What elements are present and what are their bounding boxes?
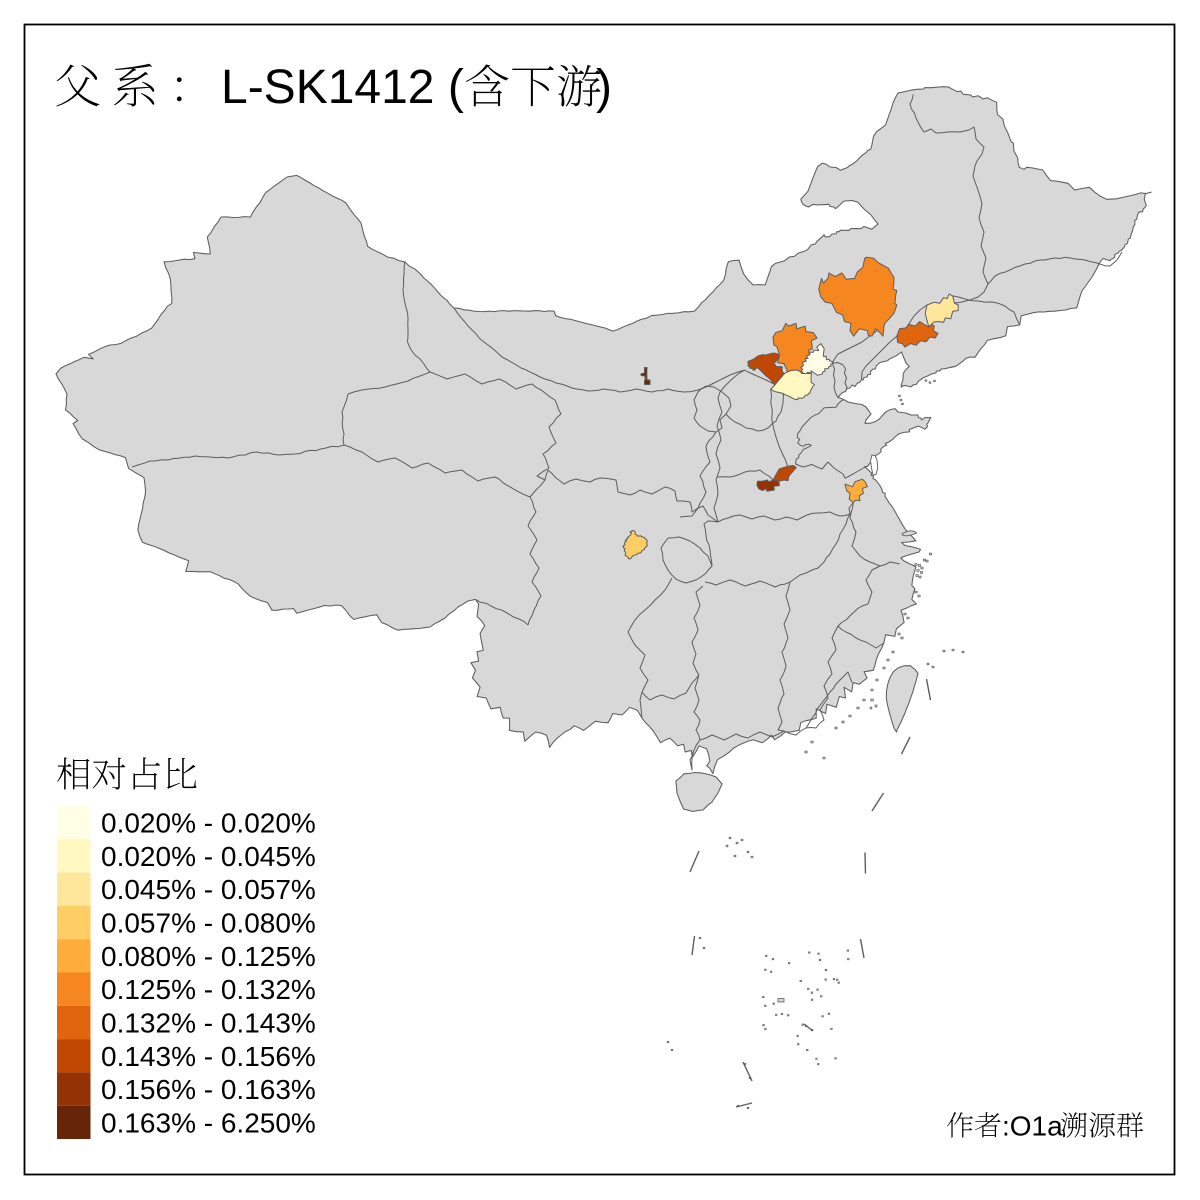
svg-text::O1a: :O1a xyxy=(1002,1111,1063,1142)
svg-text:0.156% - 0.163%: 0.156% - 0.163% xyxy=(101,1074,316,1105)
svg-text:0.045% - 0.057%: 0.045% - 0.057% xyxy=(101,874,316,905)
svg-text:0.125% - 0.132%: 0.125% - 0.132% xyxy=(101,974,316,1005)
svg-text:0.080% - 0.125%: 0.080% - 0.125% xyxy=(101,941,316,972)
svg-text:): ) xyxy=(596,61,612,114)
svg-text:0.020% - 0.020%: 0.020% - 0.020% xyxy=(101,808,316,839)
svg-text:0.143% - 0.156%: 0.143% - 0.156% xyxy=(101,1041,316,1072)
svg-text:0.132% - 0.143%: 0.132% - 0.143% xyxy=(101,1007,316,1038)
svg-text:0.163% - 6.250%: 0.163% - 6.250% xyxy=(101,1107,316,1138)
svg-text:0.057% - 0.080%: 0.057% - 0.080% xyxy=(101,908,316,939)
svg-text:0.020% - 0.045%: 0.020% - 0.045% xyxy=(101,841,316,872)
svg-text:L-SK1412 (: L-SK1412 ( xyxy=(221,61,464,114)
